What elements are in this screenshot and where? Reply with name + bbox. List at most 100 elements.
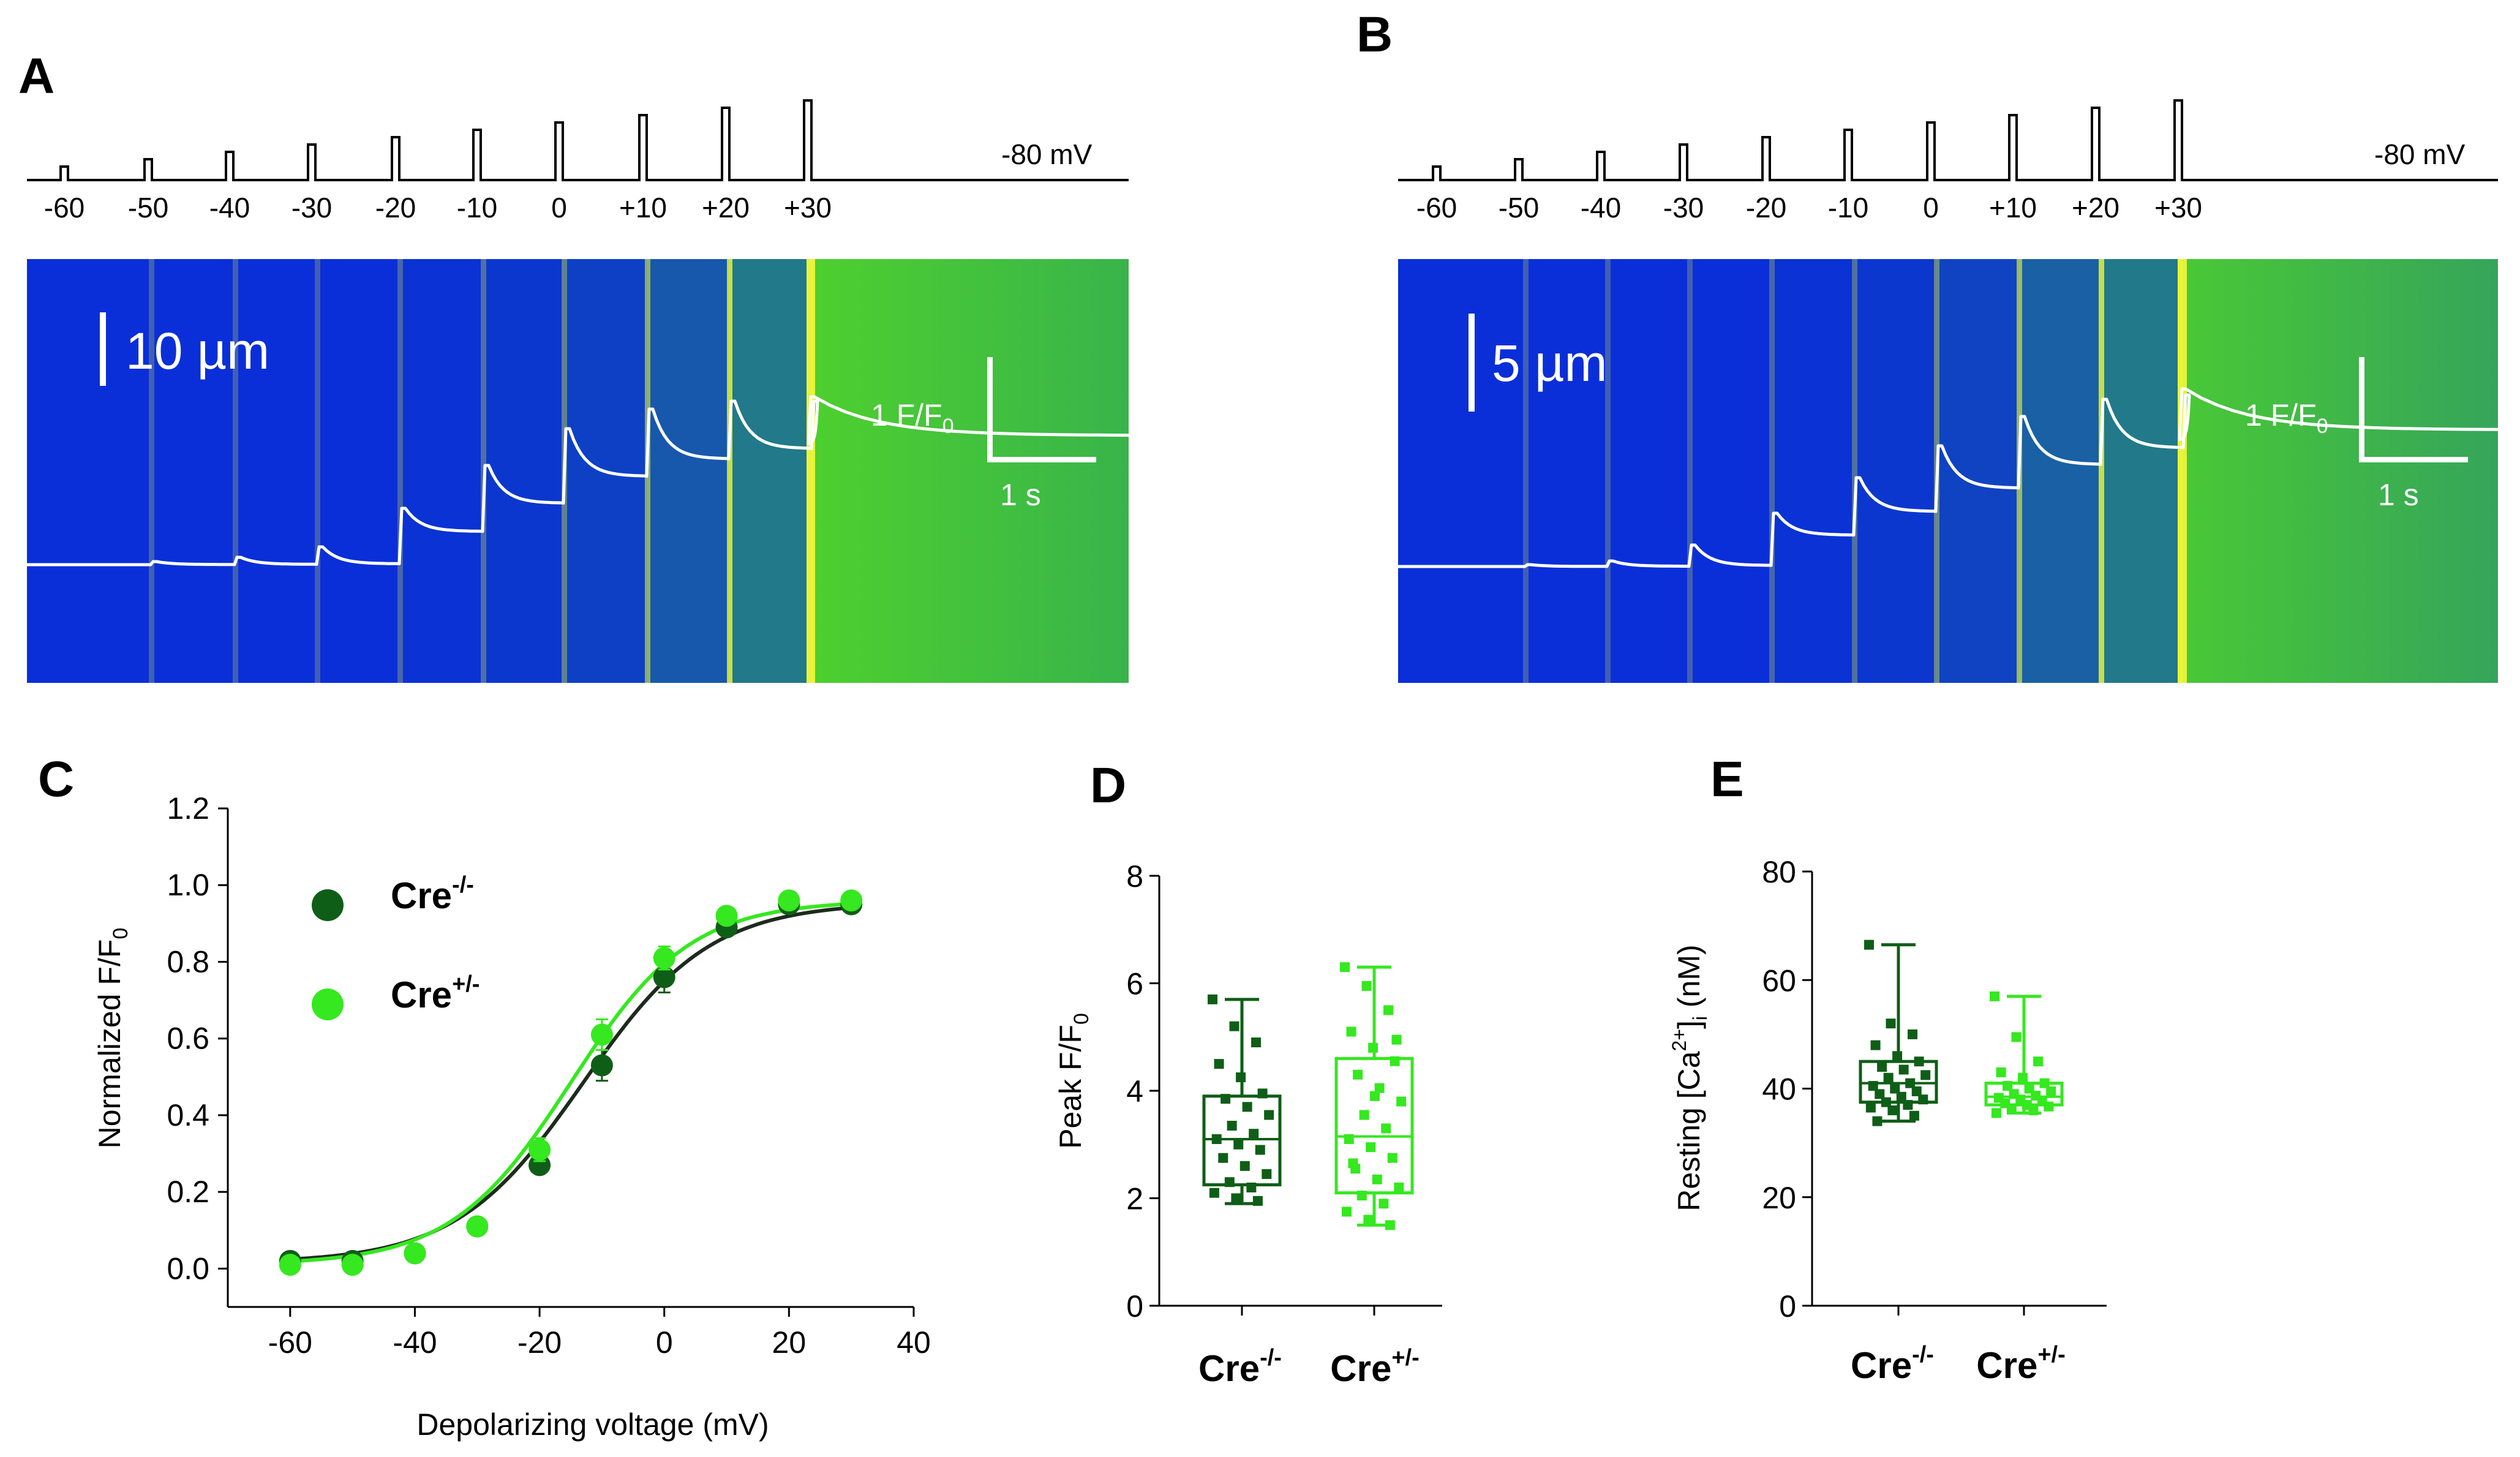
data-point bbox=[1262, 1169, 1272, 1180]
fluorescence-trace bbox=[1398, 387, 2499, 568]
panel-e-chart: 0 20 40 60 80 Resting [Ca2+]i (nM) Cre-/- Cr… bbox=[1668, 855, 2107, 1386]
data-point bbox=[1990, 991, 1999, 1001]
linescan-response-band bbox=[399, 259, 483, 683]
panel-b-ff0-time-scale: 1 F/F0 1 s bbox=[2245, 357, 2468, 512]
panel-c-data-points bbox=[279, 889, 863, 1276]
data-point bbox=[1218, 1153, 1228, 1163]
panel-b-holding-potential-label: -80 mV bbox=[2374, 138, 2465, 170]
data-point bbox=[1249, 1129, 1259, 1139]
data-point bbox=[1385, 1220, 1395, 1230]
onset-stripe bbox=[1605, 259, 1611, 683]
data-point bbox=[1369, 1091, 1380, 1101]
x-tick-label: -40 bbox=[393, 1325, 437, 1360]
data-point bbox=[1872, 1116, 1882, 1126]
box bbox=[1202, 1094, 1282, 1187]
panel-d-y-axis-title: Peak F/F0 bbox=[1053, 1013, 1093, 1149]
data-point bbox=[1396, 1096, 1407, 1107]
x-tick-label: -20 bbox=[517, 1325, 562, 1360]
linescan-response-band bbox=[647, 259, 729, 683]
data-point bbox=[1341, 1207, 1352, 1217]
data-point bbox=[1366, 1142, 1376, 1153]
data-point bbox=[1918, 1094, 1928, 1105]
data-point bbox=[2003, 1081, 2013, 1091]
panel-c-x-axis-title: Depolarizing voltage (mV) bbox=[416, 1407, 769, 1442]
data-point bbox=[404, 1242, 426, 1265]
x-tick-label: 20 bbox=[772, 1325, 807, 1360]
data-point bbox=[2044, 1101, 2054, 1112]
data-point bbox=[653, 966, 675, 988]
data-point bbox=[1224, 1177, 1235, 1188]
data-point bbox=[1920, 1070, 1931, 1080]
linescan-response-band bbox=[2018, 259, 2101, 683]
data-point bbox=[1340, 962, 1350, 973]
data-point bbox=[778, 889, 800, 912]
x-tick-label: -60 bbox=[268, 1325, 312, 1360]
linescan-response-band bbox=[1936, 259, 2018, 683]
panel-e-boxes bbox=[1859, 939, 2064, 1126]
data-point bbox=[1898, 1064, 1909, 1075]
linescan-response-band bbox=[1854, 259, 1936, 683]
data-point bbox=[1864, 939, 1874, 950]
data-point bbox=[1892, 1051, 1903, 1061]
data-point bbox=[1368, 1042, 1378, 1053]
data-point bbox=[1877, 1062, 1887, 1072]
data-point bbox=[1359, 1110, 1369, 1120]
data-point bbox=[1890, 1083, 1900, 1094]
fit-curve bbox=[290, 902, 852, 1263]
data-point bbox=[341, 1254, 364, 1276]
y-tick-label: 0.2 bbox=[167, 1175, 209, 1209]
data-point bbox=[1264, 1110, 1274, 1120]
voltage-step-label: +30 bbox=[784, 192, 832, 224]
voltage-step-label: -40 bbox=[209, 192, 250, 224]
panel-e-category-cre-plus: Cre+/- bbox=[1976, 1342, 2065, 1386]
data-point bbox=[466, 1215, 489, 1238]
linescan-response-band bbox=[729, 259, 811, 683]
panel-e-y-axis-title: Resting [Ca2+]i (nM) bbox=[1668, 944, 1711, 1211]
data-point bbox=[1887, 1105, 1898, 1115]
data-point bbox=[2046, 1086, 2056, 1096]
panel-d-category-cre-minus: Cre-/- bbox=[1198, 1345, 1282, 1389]
panel-b-linescan-image bbox=[1398, 259, 2499, 683]
voltage-step-label: -40 bbox=[1581, 192, 1621, 224]
data-point bbox=[590, 1054, 613, 1077]
panel-a-voltage-protocol bbox=[27, 99, 1129, 181]
protocol-trace bbox=[1398, 99, 2498, 181]
legend-marker-cre-plus bbox=[312, 988, 344, 1020]
linescan-response-band bbox=[483, 259, 563, 683]
data-point bbox=[1381, 1123, 1391, 1134]
data-point bbox=[1255, 1145, 1265, 1155]
data-point bbox=[1903, 1100, 1913, 1110]
panel-d-category-cre-plus: Cre+/- bbox=[1330, 1345, 1419, 1389]
data-point bbox=[1374, 1083, 1385, 1093]
panel-a-step-labels: -60 -50 -40 -30 -20 -10 0 +10 +20 +30 bbox=[44, 192, 832, 224]
onset-stripe bbox=[315, 259, 320, 683]
linescan-decay-band bbox=[808, 259, 1129, 683]
onset-stripe bbox=[233, 259, 238, 683]
voltage-step-label: -10 bbox=[457, 192, 497, 224]
panel-c-legend: Cre-/- Cre+/- bbox=[312, 872, 480, 1020]
y-tick-label: 60 bbox=[1762, 963, 1796, 998]
data-point bbox=[1344, 1134, 1354, 1144]
panel-b-voltage-protocol bbox=[1398, 99, 2498, 181]
data-point bbox=[1865, 1102, 1876, 1113]
data-point bbox=[590, 1023, 613, 1046]
y-tick-label: 0.6 bbox=[167, 1022, 209, 1056]
voltage-step-label: -30 bbox=[291, 192, 332, 224]
box bbox=[1334, 1056, 1414, 1195]
y-tick-label: 4 bbox=[1126, 1074, 1143, 1109]
panel-a-ff0-time-scale: 1 F/F0 1 s bbox=[871, 357, 1096, 512]
voltage-step-label: -20 bbox=[375, 192, 416, 224]
panel-b-time-label: 1 s bbox=[2378, 478, 2419, 512]
data-point bbox=[1353, 1069, 1363, 1080]
protocol-trace bbox=[27, 99, 1129, 181]
data-point bbox=[840, 889, 863, 912]
data-point bbox=[1236, 1072, 1246, 1083]
y-tick-label: 0 bbox=[1126, 1289, 1143, 1323]
onset-stripe bbox=[807, 259, 812, 683]
panel-a-ff0-label: 1 F/F0 bbox=[871, 398, 954, 438]
voltage-step-label: 0 bbox=[551, 192, 567, 224]
voltage-step-label: -50 bbox=[128, 192, 168, 224]
data-point bbox=[1356, 1191, 1367, 1201]
data-point bbox=[1391, 1034, 1402, 1045]
